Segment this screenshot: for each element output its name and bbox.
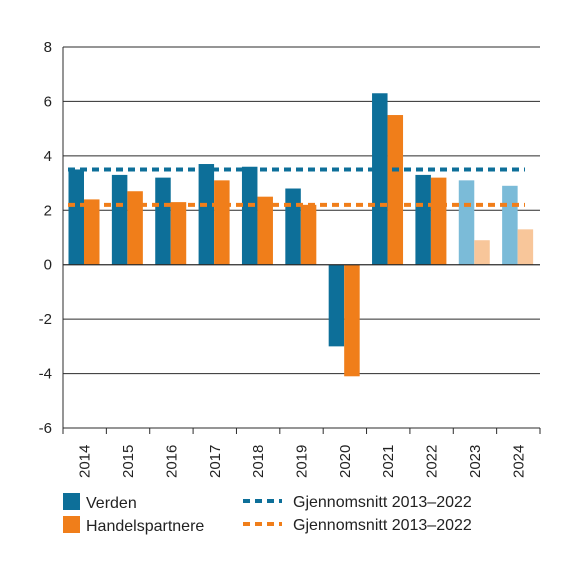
axes — [62, 47, 541, 434]
x-tick-label: 2023 — [467, 445, 484, 478]
legend: Verden Handelspartnere Gjennomsnitt 2013… — [63, 493, 472, 535]
bar-verden-2019 — [285, 188, 301, 265]
bar-handelspartnere-2022 — [430, 177, 447, 265]
x-tick-label: 2014 — [77, 445, 94, 478]
x-tick-label: 2020 — [337, 445, 354, 478]
bar-handelspartnere-2020 — [344, 264, 360, 377]
x-tick-label: 2024 — [510, 445, 527, 478]
y-tick-label: -4 — [39, 366, 52, 383]
reference-lines — [68, 167, 525, 207]
legend-swatch-handelspartnere — [63, 516, 80, 533]
x-tick-label: 2021 — [380, 445, 397, 478]
y-tick-label: 0 — [44, 257, 52, 274]
x-tick-label: 2022 — [424, 445, 441, 478]
y-tick-label: 8 — [44, 39, 52, 56]
bar-verden-2018 — [241, 166, 258, 265]
bar-verden-2016 — [155, 177, 171, 265]
legend-label-handelspartnere-avg: Gjennomsnitt 2013–2022 — [293, 517, 472, 534]
bar-handelspartnere-2015 — [127, 191, 143, 265]
bar-handelspartnere-2016 — [170, 202, 187, 265]
bar-verden-2020 — [328, 264, 345, 347]
bar-handelspartnere-2021 — [387, 115, 404, 265]
bar-verden-2023 — [458, 180, 475, 265]
bar-verden-2015 — [111, 174, 128, 265]
y-tick-label: 4 — [44, 148, 52, 165]
x-tick-label: 2017 — [207, 445, 224, 478]
x-tick-labels: 2014 2015 2016 2017 2018 2019 2020 2021 2022 2023… — [77, 445, 528, 478]
y-tick-labels: 8 6 4 2 0 -2 -4 -6 — [39, 39, 52, 437]
bar-verden-2021 — [372, 93, 388, 265]
x-tick-label: 2018 — [250, 445, 267, 478]
x-tick-label: 2016 — [163, 445, 180, 478]
bar-verden-2024 — [502, 185, 518, 265]
y-tick-label: -6 — [39, 420, 52, 437]
x-tick-label: 2015 — [120, 445, 137, 478]
bar-handelspartnere-2023 — [474, 240, 490, 265]
legend-swatch-verden — [63, 493, 80, 510]
bar-handelspartnere-2024 — [517, 229, 534, 265]
x-tick-label: 2019 — [294, 445, 311, 478]
bar-verden-2017 — [198, 164, 215, 265]
legend-label-verden-avg: Gjennomsnitt 2013–2022 — [293, 494, 472, 511]
y-tick-label: -2 — [39, 311, 52, 328]
bar-handelspartnere-2017 — [214, 180, 230, 265]
legend-label-verden: Verden — [86, 495, 137, 512]
legend-label-handelspartnere: Handelspartnere — [86, 518, 204, 535]
bar-handelspartnere-2018 — [257, 196, 273, 265]
bar-handelspartnere-2014 — [84, 199, 100, 265]
bar-verden-2014 — [68, 169, 84, 265]
y-tick-label: 2 — [44, 202, 52, 219]
bar-handelspartnere-2019 — [300, 204, 317, 265]
bars — [68, 93, 534, 377]
bar-verden-2022 — [415, 174, 431, 265]
y-tick-label: 6 — [44, 93, 52, 110]
